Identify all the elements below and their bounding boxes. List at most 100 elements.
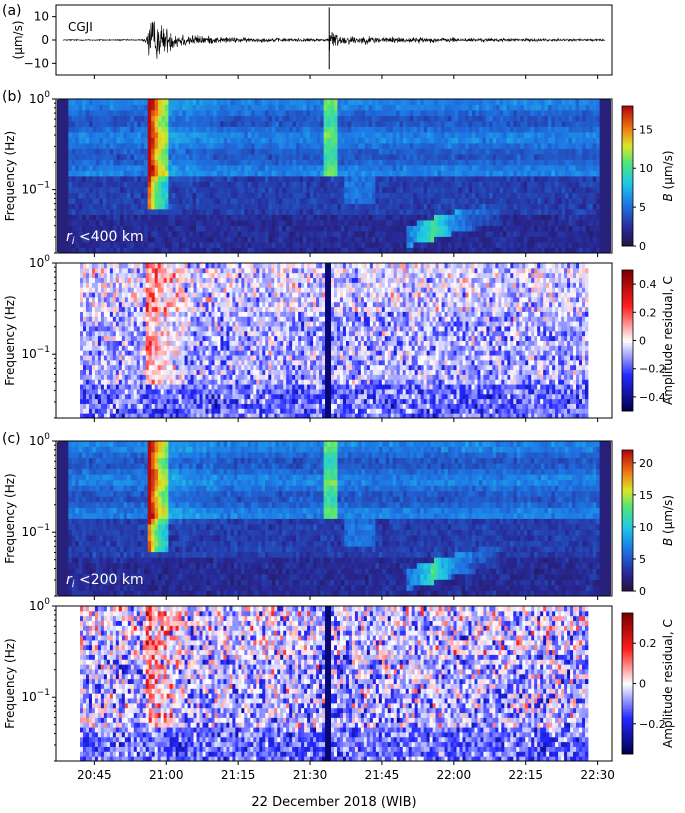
colorbar-swatch — [622, 322, 633, 325]
x-tick-label: 21:30 — [293, 768, 328, 782]
distance-annotation: ri <200 km — [66, 572, 144, 590]
colorbar-swatch — [622, 216, 633, 219]
colorbar-swatch — [622, 712, 633, 715]
colorbar-swatch — [622, 338, 633, 341]
colorbar-tick-label: 10 — [639, 162, 653, 175]
colorbar-swatch — [622, 613, 633, 616]
colorbar-swatch — [622, 572, 633, 575]
colorbar-swatch — [622, 700, 633, 703]
colorbar-swatch — [622, 639, 633, 642]
y-axis-label: Frequency (Hz) — [3, 131, 17, 222]
colorbar-swatch — [622, 495, 633, 498]
colorbar-swatch — [622, 383, 633, 386]
colorbar-swatch — [622, 395, 633, 398]
colorbar-swatch — [622, 192, 633, 195]
colorbar-swatch — [622, 625, 633, 628]
colorbar-tick-label: 0 — [639, 240, 646, 253]
colorbar-tick-label: 15 — [639, 123, 653, 136]
colorbar-swatch — [622, 305, 633, 308]
colorbar-swatch — [622, 352, 633, 355]
colorbar-swatch — [622, 341, 633, 344]
colorbar-swatch — [622, 586, 633, 589]
colorbar-label: B (μm/s) — [661, 495, 675, 546]
colorbar-swatch — [622, 319, 633, 322]
colorbar-swatch — [622, 202, 633, 205]
colorbar-swatch — [622, 667, 633, 670]
colorbar-swatch — [622, 693, 633, 696]
colorbar-swatch — [622, 735, 633, 738]
colorbar-swatch — [622, 632, 633, 635]
y-tick-label: 100 — [29, 597, 50, 613]
panel-label: (c) — [2, 431, 21, 447]
y-tick-label: 100 — [29, 432, 50, 448]
colorbar-swatch — [622, 615, 633, 618]
colorbar-swatch — [622, 150, 633, 153]
colorbar-swatch — [622, 366, 633, 369]
colorbar-swatch — [622, 459, 633, 462]
colorbar-swatch — [622, 369, 633, 372]
colorbar-swatch — [622, 176, 633, 179]
colorbar-swatch — [622, 181, 633, 184]
colorbar-swatch — [622, 525, 633, 528]
colorbar-swatch — [622, 568, 633, 571]
colorbar-swatch — [622, 206, 633, 209]
colorbar-swatch — [622, 279, 633, 282]
colorbar-swatch — [622, 622, 633, 625]
panel-label-a: (a) — [2, 3, 22, 19]
colorbar-swatch — [622, 388, 633, 391]
colorbar-swatch — [622, 171, 633, 174]
colorbar-swatch — [622, 106, 633, 109]
colorbar-swatch — [622, 294, 633, 297]
colorbar-swatch — [622, 644, 633, 647]
colorbar-swatch — [622, 691, 633, 694]
colorbar-swatch — [622, 331, 633, 334]
colorbar-swatch — [622, 702, 633, 705]
x-tick-label: 21:45 — [365, 768, 400, 782]
colorbar-swatch — [622, 565, 633, 568]
y-axis-label: Frequency (Hz) — [3, 295, 17, 386]
colorbar-swatch — [622, 539, 633, 542]
colorbar-swatch — [622, 716, 633, 719]
colorbar-swatch — [622, 544, 633, 547]
colorbar-swatch — [622, 464, 633, 467]
colorbar-swatch — [622, 546, 633, 549]
y-axis-label: Frequency (Hz) — [3, 473, 17, 564]
colorbar-swatch — [622, 658, 633, 661]
colorbar-swatch — [622, 452, 633, 455]
colorbar-swatch — [622, 584, 633, 587]
colorbar-swatch — [622, 115, 633, 118]
colorbar-swatch — [622, 406, 633, 409]
colorbar-swatch — [622, 563, 633, 566]
colorbar-swatch — [622, 336, 633, 339]
colorbar-swatch — [622, 237, 633, 240]
colorbar-swatch — [622, 726, 633, 729]
colorbar-swatch — [622, 155, 633, 158]
colorbar-swatch — [622, 537, 633, 540]
x-tick-label: 21:00 — [149, 768, 184, 782]
colorbar-swatch — [622, 745, 633, 748]
panel-a-ytick-label: −10 — [24, 56, 49, 70]
colorbar-swatch — [622, 742, 633, 745]
colorbar-swatch — [622, 385, 633, 388]
colorbar-swatch — [622, 474, 633, 477]
colorbar-swatch — [622, 195, 633, 198]
colorbar-swatch — [622, 553, 633, 556]
colorbar-swatch — [622, 457, 633, 460]
colorbar-swatch — [622, 275, 633, 278]
y-tick-label: 100 — [29, 254, 50, 270]
colorbar-swatch — [622, 502, 633, 505]
colorbar-swatch — [622, 199, 633, 202]
colorbar-swatch — [622, 450, 633, 453]
colorbar-swatch — [622, 721, 633, 724]
seismogram-trace — [63, 21, 605, 59]
colorbar-swatch — [622, 528, 633, 531]
colorbar-swatch — [622, 634, 633, 637]
colorbar-swatch — [622, 345, 633, 348]
colorbar-swatch — [622, 577, 633, 580]
colorbar-swatch — [622, 523, 633, 526]
colorbar-swatch — [622, 509, 633, 512]
colorbar-swatch — [622, 660, 633, 663]
colorbar-tick-label: 5 — [639, 553, 646, 566]
colorbar-swatch — [622, 695, 633, 698]
